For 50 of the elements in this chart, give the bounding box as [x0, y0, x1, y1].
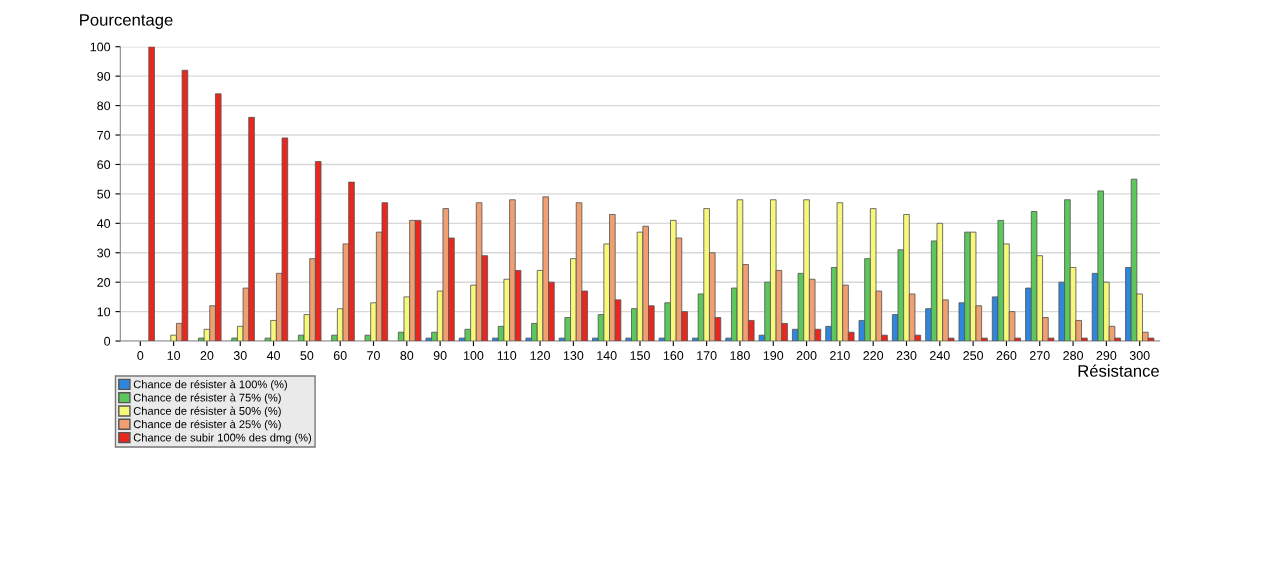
x-tick-label: 170 [697, 351, 717, 360]
x-tick-label: 80 [400, 351, 414, 360]
x-tick-label: 130 [563, 351, 584, 360]
x-tick-label: 120 [530, 351, 550, 360]
x-tick-label: 50 [300, 351, 314, 360]
x-tick-label: 30 [233, 351, 247, 360]
x-tick-label: 210 [830, 351, 850, 360]
legend-label: Chance de résister à 50% (%) [133, 406, 281, 418]
x-tick-label: 190 [763, 351, 784, 360]
x-tick-label: 20 [200, 351, 214, 360]
x-tick-label: 200 [796, 351, 817, 360]
legend-label: Chance de subir 100% des dmg (%) [133, 433, 312, 444]
bar [148, 46, 155, 342]
x-tick-label: 100 [463, 351, 484, 360]
x-tick-label: 110 [497, 351, 517, 360]
y-tick-label: 60 [97, 160, 111, 170]
y-axis-title: Pourcentage [80, 14, 173, 30]
x-tick-label: 180 [730, 351, 750, 360]
x-tick-label: 220 [863, 351, 884, 360]
x-tick-label: 240 [930, 351, 950, 360]
x-tick-label: 280 [1063, 351, 1084, 360]
x-tick-label: 300 [1129, 351, 1150, 360]
x-tick-label: 90 [433, 351, 447, 360]
legend-label: Chance de résister à 25% (%) [133, 419, 281, 431]
y-tick-label: 50 [97, 189, 111, 199]
x-tick-label: 260 [996, 351, 1017, 360]
y-tick-label: 80 [97, 101, 111, 111]
x-tick-label: 160 [663, 351, 684, 360]
y-tick-label: 70 [97, 130, 111, 140]
x-tick-label: 270 [1029, 351, 1050, 360]
y-tick-label: 20 [97, 277, 111, 287]
x-axis-title: Résistance [1078, 364, 1159, 377]
x-tick-label: 140 [597, 351, 617, 360]
y-tick-label: 10 [97, 307, 111, 317]
y-tick-label: 100 [90, 42, 111, 52]
x-tick-label: 10 [167, 351, 181, 360]
x-tick-label: 60 [333, 351, 347, 360]
x-tick-label: 150 [630, 351, 650, 360]
y-tick-label: 30 [97, 248, 111, 258]
x-tick-label: 250 [963, 351, 984, 360]
x-tick-label: 40 [266, 351, 281, 360]
y-tick-label: 0 [104, 336, 111, 346]
x-tick-label: 0 [137, 351, 144, 360]
x-tick-label: 290 [1096, 351, 1117, 360]
y-tick-label: 90 [97, 71, 111, 81]
legend-label: Chance de résister à 100% (%) [133, 379, 287, 391]
x-tick-label: 230 [896, 351, 917, 360]
x-tick-label: 70 [367, 351, 380, 360]
y-tick-label: 40 [96, 219, 111, 228]
legend-label: Chance de résister à 75% (%) [133, 393, 281, 404]
